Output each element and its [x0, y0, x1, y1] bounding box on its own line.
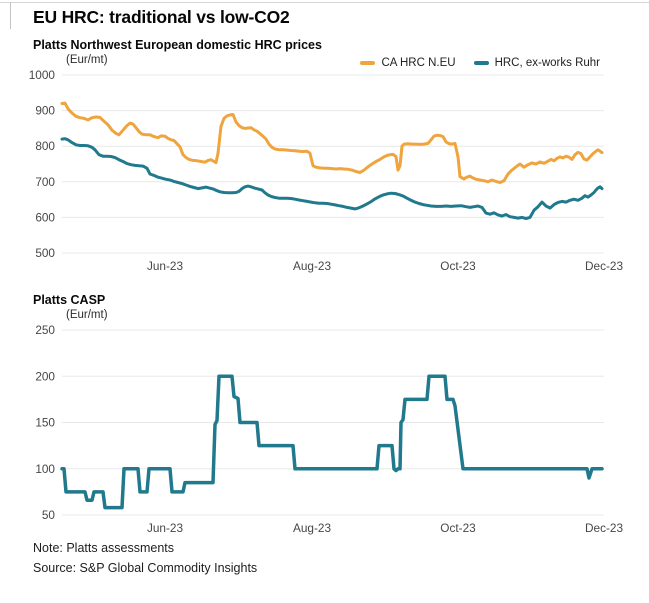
svg-text:100: 100	[35, 462, 55, 476]
svg-text:50: 50	[42, 508, 56, 522]
page-title: EU HRC: traditional vs low-CO2	[33, 7, 290, 27]
legend-label-ca-hrc: CA HRC N.EU	[381, 57, 456, 69]
casp-chart: 250 200 150 100 50 Jun-23 Aug-23 Oct-23 Dec-23	[35, 323, 623, 535]
svg-text:250: 250	[35, 323, 55, 337]
chart1-title: Platts Northwest European domestic HRC p…	[33, 38, 322, 52]
chart1-unit-label: (Eur/mt)	[66, 54, 108, 66]
svg-text:Jun-23: Jun-23	[147, 521, 184, 535]
hrc-price-chart: 1000 900 800 700 600 500 Jun-23 Aug-23 Oct-23 Dec…	[29, 68, 624, 273]
svg-text:600: 600	[35, 210, 55, 224]
svg-text:700: 700	[35, 175, 55, 189]
source-text: Source: S&P Global Commodity Insights	[33, 561, 258, 575]
chart2-unit-label: (Eur/mt)	[66, 309, 108, 321]
window-border-left	[10, 2, 11, 29]
legend-label-ruhr: HRC, ex-works Ruhr	[494, 57, 600, 69]
legend-swatch-orange-icon	[360, 61, 376, 65]
svg-text:Aug-23: Aug-23	[293, 521, 331, 535]
svg-text:150: 150	[35, 416, 55, 430]
svg-text:Dec-23: Dec-23	[585, 521, 623, 535]
svg-text:Jun-23: Jun-23	[147, 259, 184, 273]
svg-text:900: 900	[35, 104, 55, 118]
note-text: Note: Platts assessments	[33, 541, 175, 555]
legend: CA HRC N.EU HRC, ex-works Ruhr	[360, 57, 600, 69]
svg-text:Dec-23: Dec-23	[585, 259, 623, 273]
svg-text:Oct-23: Oct-23	[440, 521, 476, 535]
legend-swatch-teal-icon	[473, 61, 489, 65]
svg-text:800: 800	[35, 139, 55, 153]
window-border-top	[0, 2, 649, 3]
svg-text:1000: 1000	[29, 68, 56, 82]
svg-text:Aug-23: Aug-23	[293, 259, 331, 273]
chart2-title: Platts CASP	[33, 293, 106, 307]
svg-text:200: 200	[35, 369, 55, 383]
svg-text:Oct-23: Oct-23	[440, 259, 476, 273]
legend-item-ca-hrc: CA HRC N.EU	[360, 57, 456, 69]
legend-item-ruhr: HRC, ex-works Ruhr	[473, 57, 600, 69]
svg-text:500: 500	[35, 246, 55, 260]
